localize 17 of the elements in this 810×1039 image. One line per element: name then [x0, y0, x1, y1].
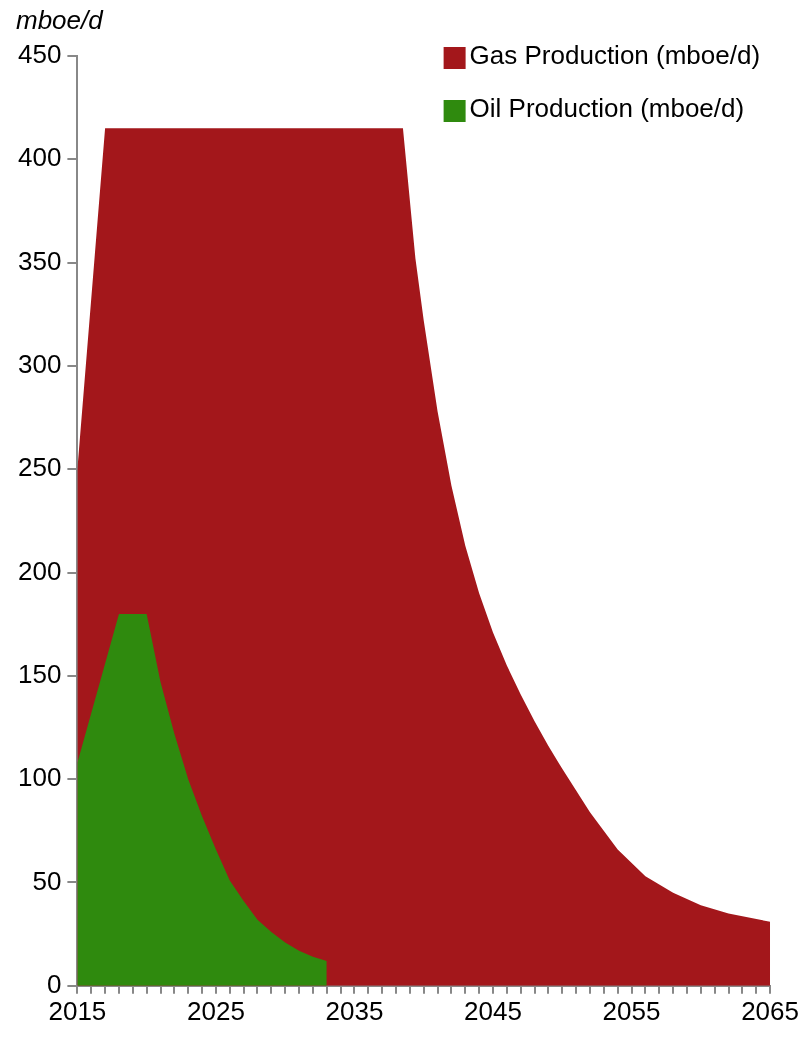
x-tick-label: 2065 — [741, 995, 799, 1026]
y-tick-label: 300 — [17, 349, 62, 380]
y-tick-label: 400 — [17, 142, 62, 173]
x-tick-label: 2025 — [187, 995, 245, 1026]
x-tick-label: 2055 — [602, 995, 661, 1026]
y-tick-label: 350 — [17, 245, 62, 276]
y-axis-title: mboe/d — [16, 5, 105, 36]
y-tick-label: 450 — [17, 39, 62, 70]
y-tick-label: 250 — [17, 452, 62, 483]
y-tick-label: 50 — [32, 865, 62, 896]
legend-label: Oil Production (mboe/d) — [469, 93, 745, 124]
x-tick-label: 2035 — [325, 995, 384, 1026]
y-tick-label: 100 — [17, 762, 62, 793]
y-tick-label: 200 — [17, 555, 62, 586]
x-tick-label: 2045 — [464, 995, 522, 1026]
legend-label: Gas Production (mboe/d) — [469, 40, 761, 71]
y-tick-label: 150 — [17, 659, 62, 690]
